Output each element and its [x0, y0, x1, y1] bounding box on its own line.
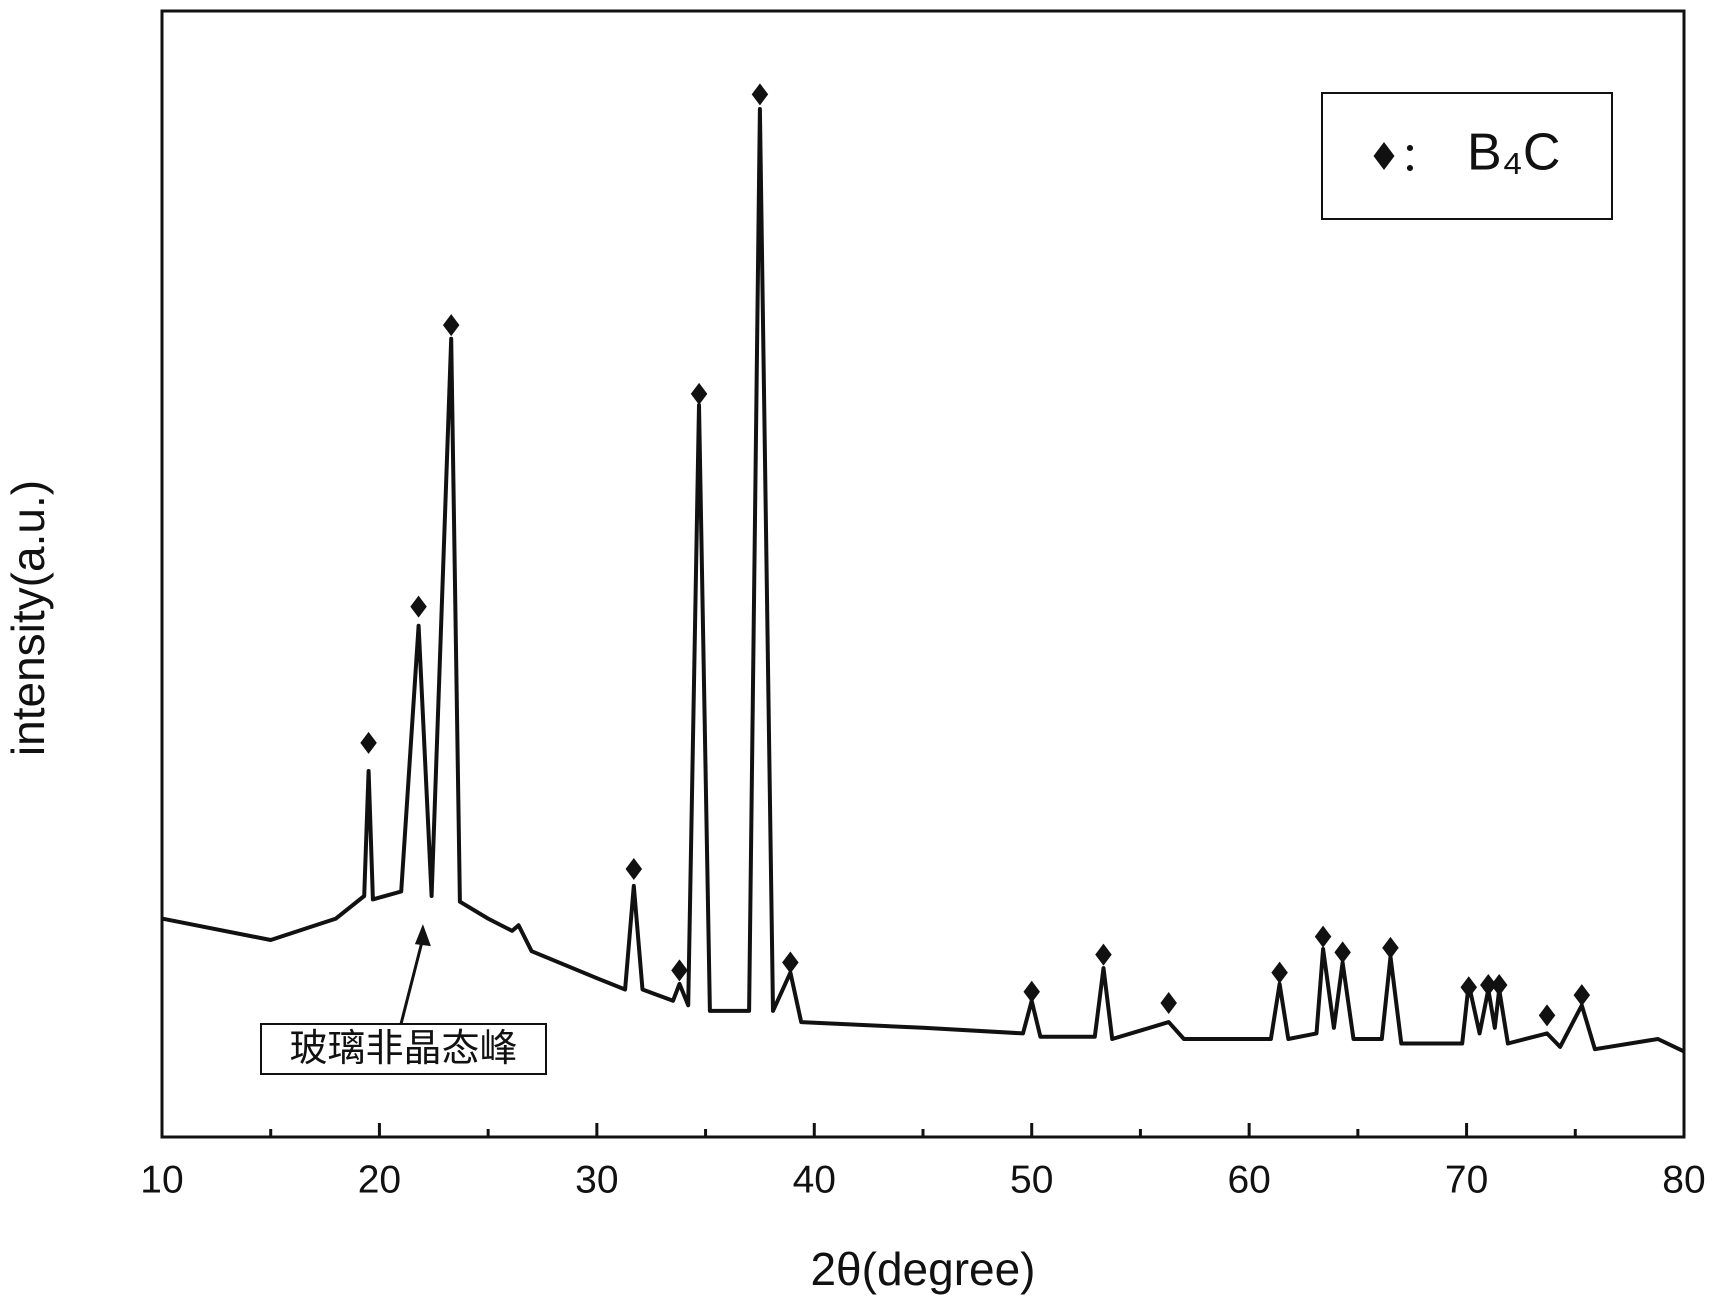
- x-tick-label: 20: [358, 1158, 401, 1201]
- peak-marker: [1023, 980, 1040, 1003]
- x-tick-label: 70: [1445, 1158, 1488, 1201]
- x-tick-label: 30: [575, 1158, 618, 1201]
- legend-marker: [1373, 142, 1395, 170]
- annotation-arrow: [399, 937, 425, 1025]
- peak-marker: [1538, 1004, 1556, 1027]
- peak-marker: [1271, 961, 1288, 984]
- annotation-arrowhead: [414, 924, 431, 947]
- peak-marker: [751, 83, 769, 106]
- peak-marker: [1160, 992, 1177, 1015]
- peak-marker: [690, 382, 708, 405]
- peak-marker: [782, 951, 799, 974]
- x-tick-label: 10: [140, 1158, 183, 1201]
- legend-label: B₄C: [1467, 124, 1560, 182]
- peak-marker: [442, 314, 460, 337]
- y-axis-label: intensity(a.u.): [2, 480, 54, 756]
- x-axis-label: 2θ(degree): [810, 1243, 1035, 1295]
- data-line: [161, 107, 1685, 1054]
- annotation-text: 玻璃非晶态峰: [289, 1028, 517, 1070]
- peak-marker: [1095, 943, 1112, 966]
- x-tick-label: 50: [1010, 1158, 1053, 1201]
- peak-marker: [671, 959, 688, 982]
- peak-marker: [1460, 976, 1477, 999]
- peak-marker: [625, 858, 643, 881]
- peak-marker: [360, 731, 377, 754]
- legend-box: [1321, 92, 1613, 220]
- peak-marker: [1480, 973, 1497, 996]
- peak-marker: [1334, 941, 1351, 964]
- legend-separator: ：: [1400, 136, 1440, 180]
- peak-marker: [1314, 925, 1332, 948]
- peak-marker: [1573, 984, 1591, 1007]
- peak-marker: [1490, 973, 1508, 996]
- x-tick-label: 40: [793, 1158, 836, 1201]
- x-tick-label: 60: [1227, 1158, 1270, 1201]
- x-tick-label: 80: [1662, 1158, 1705, 1201]
- annotation-box: [260, 1023, 547, 1075]
- peak-marker: [410, 595, 427, 618]
- peak-marker: [1382, 936, 1399, 959]
